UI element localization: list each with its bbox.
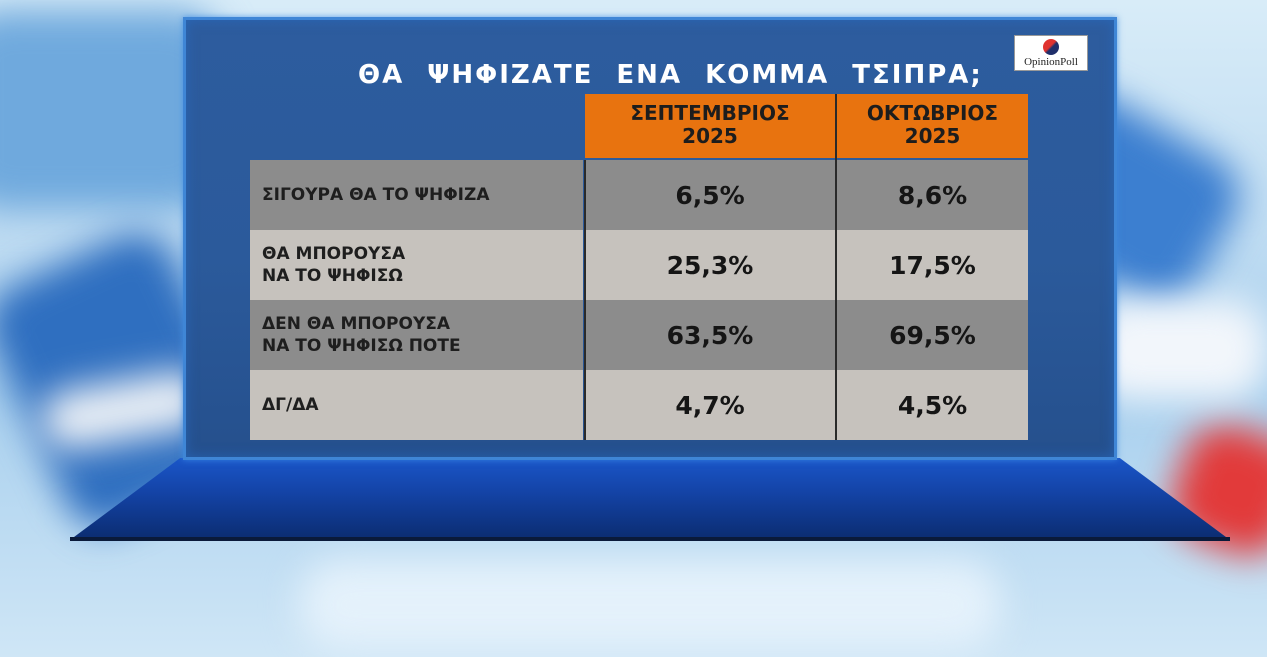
value-september: 63,5%: [585, 300, 835, 370]
logo-circle-icon: [1043, 39, 1059, 55]
value-october: 17,5%: [837, 230, 1028, 300]
value-september: 25,3%: [585, 230, 835, 300]
column-header-month: ΟΚΤΩΒΡΙΟΣ: [866, 101, 999, 125]
logo-text: OpinionPoll: [1024, 56, 1078, 68]
screen-stand-edge: [70, 537, 1230, 541]
row-label-line: ΝΑ ΤΟ ΨΗΦΙΣΩ: [262, 266, 403, 286]
value-september: 4,7%: [585, 370, 835, 440]
value-october: 69,5%: [837, 300, 1028, 370]
background-blur: [300, 560, 1000, 650]
column-header-month: ΣΕΠΤΕΜΒΡΙΟΣ: [630, 101, 790, 125]
row-label: ΔΓ/ΔΑ: [250, 370, 583, 440]
value-october: 8,6%: [837, 160, 1028, 230]
table-row: ΘΑ ΜΠΟΡΟΥΣΑ ΝΑ ΤΟ ΨΗΦΙΣΩ 25,3% 17,5%: [250, 230, 1028, 300]
row-label: ΔΕΝ ΘΑ ΜΠΟΡΟΥΣΑ ΝΑ ΤΟ ΨΗΦΙΣΩ ΠΟΤΕ: [250, 300, 583, 370]
column-header-year: 2025: [682, 124, 738, 148]
column-divider: [835, 94, 837, 440]
chart-title: ΘΑ ΨΗΦΙΖΑΤΕ ΕΝΑ ΚΟΜΜΑ ΤΣΙΠΡΑ;: [358, 60, 983, 90]
value-september: 6,5%: [585, 160, 835, 230]
table-row: ΔΕΝ ΘΑ ΜΠΟΡΟΥΣΑ ΝΑ ΤΟ ΨΗΦΙΣΩ ΠΟΤΕ 63,5% 69,…: [250, 300, 1028, 370]
column-divider: [584, 160, 586, 440]
column-header-year: 2025: [904, 124, 961, 148]
row-label-line: ΣΙΓΟΥΡΑ ΘΑ ΤΟ ΨΗΦΙΖΑ: [262, 185, 490, 205]
row-label: ΘΑ ΜΠΟΡΟΥΣΑ ΝΑ ΤΟ ΨΗΦΙΣΩ: [250, 230, 583, 300]
opinionpoll-logo: OpinionPoll: [1014, 35, 1088, 71]
column-header-september: ΣΕΠΤΕΜΒΡΙΟΣ 2025: [585, 94, 835, 158]
background-blur: [1160, 413, 1267, 567]
background-blur: [1087, 300, 1267, 400]
value-october: 4,5%: [837, 370, 1028, 440]
table-row: ΔΓ/ΔΑ 4,7% 4,5%: [250, 370, 1028, 440]
row-label-line: ΝΑ ΤΟ ΨΗΦΙΣΩ ΠΟΤΕ: [262, 336, 461, 356]
row-label-line: ΔΕΝ ΘΑ ΜΠΟΡΟΥΣΑ: [262, 314, 451, 334]
column-header-october: ΟΚΤΩΒΡΙΟΣ 2025: [837, 94, 1028, 158]
table-row: ΣΙΓΟΥΡΑ ΘΑ ΤΟ ΨΗΦΙΖΑ 6,5% 8,6%: [250, 160, 1028, 230]
row-label-line: ΔΓ/ΔΑ: [262, 395, 319, 415]
screen-stand: [70, 458, 1230, 540]
row-label-line: ΘΑ ΜΠΟΡΟΥΣΑ: [262, 244, 406, 264]
row-label: ΣΙΓΟΥΡΑ ΘΑ ΤΟ ΨΗΦΙΖΑ: [250, 160, 583, 230]
